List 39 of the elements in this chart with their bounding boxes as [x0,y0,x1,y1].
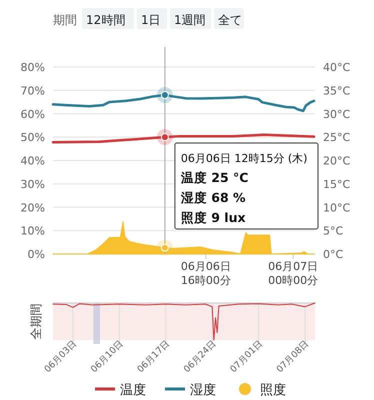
y2-tick-label: 10°C [323,201,350,214]
annotation: 照度 9 lux [180,210,246,225]
y-tick-label: 80% [20,61,45,74]
y-axis-title: 全期間 [29,304,43,340]
y-tick-label: 0% [28,248,45,261]
y2-tick-label: 0°C [323,248,344,261]
text: 12時間 [86,13,126,27]
text: 1日 [141,13,161,27]
x-tick-label: 06月17日 [136,339,172,376]
legend-label: 湿度 [190,382,216,398]
annotation: 湿度 68 % [180,190,246,205]
legend-label: 温度 [120,382,146,398]
text: 全て [218,13,242,27]
y2-tick-label: 25°C [323,131,350,144]
y-tick-label: 60% [20,108,45,121]
ref-line-label: 06月06日 12時15分 (木) [180,152,308,165]
x-tick-label: 06月24日 [182,339,218,376]
x-tick-label: 07月01日 [228,339,265,376]
x-tick-label: 06月10日 [89,339,126,376]
y2-tick-label: 20°C [323,154,350,168]
legend-label: 照度 [260,382,286,398]
x-tick-label: 06月07日 00時00分 [268,260,318,287]
y-tick-label: 20% [20,201,45,214]
y2-tick-label: 5°C [323,224,344,238]
y2-tick-label: 30°C [323,108,350,121]
y2-tick-label: 40°C [323,61,350,74]
text: 1週間 [174,13,206,27]
y-tick-label: 40% [20,154,45,168]
y2-tick-label: 35°C [323,84,350,98]
annotation: 温度 25 °C [180,170,248,185]
y-tick-label: 50% [20,131,45,144]
y-tick-label: 10% [20,224,45,238]
text: 期間 [53,13,77,27]
x-tick-label: 07月08日 [275,339,312,376]
x-tick-label: 06月03日 [43,339,80,376]
x-tick-label: 06月06日 16時00分 [180,260,231,287]
y2-tick-label: 15°C [323,178,350,191]
y-tick-label: 30% [20,178,45,191]
y-tick-label: 70% [20,84,45,98]
